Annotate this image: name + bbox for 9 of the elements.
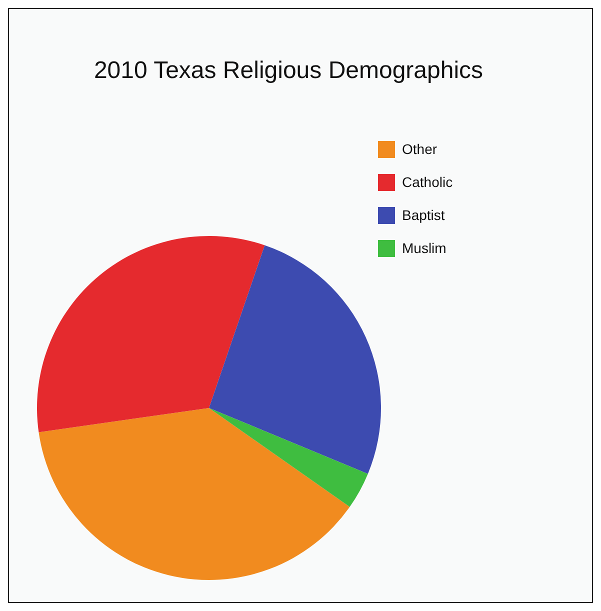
legend-label: Muslim <box>402 240 446 256</box>
pie-slice <box>38 408 350 580</box>
chart-title: 2010 Texas Religious Demographics <box>94 57 484 84</box>
legend-label: Catholic <box>402 174 453 190</box>
legend-label: Baptist <box>402 207 445 223</box>
pie-slice <box>37 236 265 432</box>
pie-slice <box>209 245 381 474</box>
pie-slice <box>209 408 368 507</box>
legend-label: Other <box>402 141 438 157</box>
